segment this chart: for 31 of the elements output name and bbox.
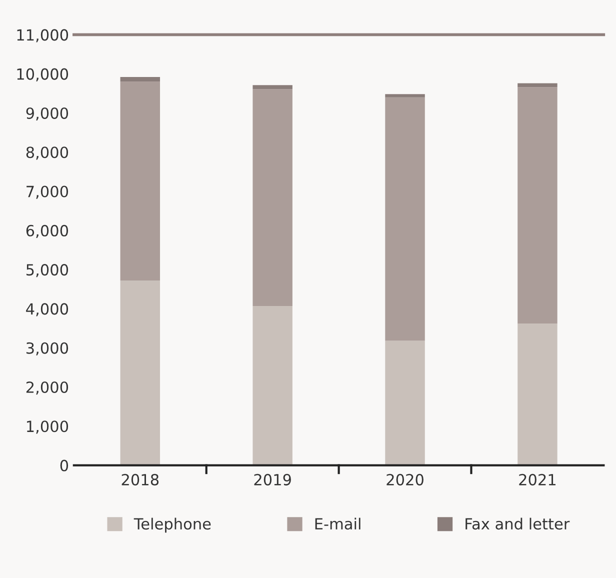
x-tick-label: 2021: [519, 474, 556, 486]
legend-label: E-mail: [315, 518, 360, 530]
y-tick-label: 11,000: [17, 29, 68, 42]
y-tick-label: 1,000: [27, 420, 68, 434]
bar: [120, 82, 160, 281]
bar: [518, 83, 558, 88]
y-tick-label: 3,000: [26, 342, 68, 356]
bar: [518, 324, 558, 466]
bar: [385, 94, 425, 98]
bar: [252, 85, 292, 90]
y-tick-label: 9,000: [26, 107, 68, 121]
y-tick-label: 8,000: [26, 146, 68, 160]
y-tick-label: 2,000: [26, 381, 68, 395]
legend-label: Fax and letter: [466, 518, 570, 530]
x-tick-label: 2019: [254, 474, 291, 486]
y-tick-label: 10,000: [17, 68, 68, 82]
bar: [120, 76, 160, 82]
y-tick-label: 6,000: [26, 224, 68, 238]
bar: [385, 97, 425, 341]
bar: [252, 89, 292, 306]
bar: [385, 340, 425, 466]
y-tick-label: 0: [60, 460, 68, 472]
y-tick-label: 4,000: [26, 303, 68, 316]
bar: [252, 306, 292, 466]
x-tick-label: 2020: [386, 474, 424, 486]
y-tick-label: 5,000: [26, 264, 68, 278]
y-tick-label: 7,000: [26, 186, 68, 199]
legend-label: Telephone: [134, 518, 211, 533]
bar: [120, 280, 160, 466]
x-tick-label: 2018: [122, 474, 159, 486]
bar: [518, 87, 558, 324]
